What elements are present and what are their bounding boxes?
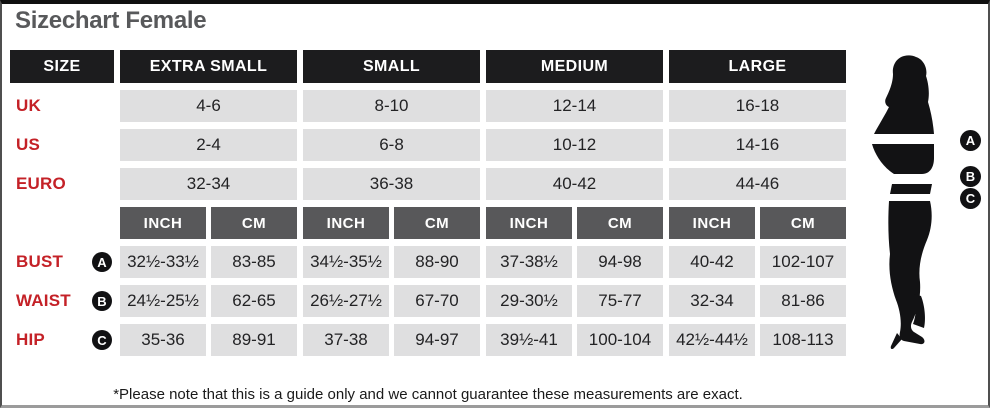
female-silhouette-icon xyxy=(872,55,934,350)
unit-header-m-inch: INCH xyxy=(486,207,572,239)
unit-header-s-cm: CM xyxy=(394,207,480,239)
column-header-extra-small: EXTRA SMALL xyxy=(120,50,297,83)
bust-s-inch: 34½-35½ xyxy=(303,246,389,278)
size-table: SIZE EXTRA SMALL SMALL MEDIUM LARGE UK 4… xyxy=(10,50,846,363)
bust-label: BUST xyxy=(16,252,64,271)
us-small: 6-8 xyxy=(303,129,480,161)
hip-s-inch: 37-38 xyxy=(303,324,389,356)
hip-m-cm: 100-104 xyxy=(577,324,663,356)
hip-label: HIP xyxy=(16,330,45,349)
figure-marker-b-icon: B xyxy=(960,166,981,187)
euro-large: 44-46 xyxy=(669,168,846,200)
unit-header-xs-inch: INCH xyxy=(120,207,206,239)
hip-l-cm: 108-113 xyxy=(760,324,846,356)
hip-xs-cm: 89-91 xyxy=(211,324,297,356)
table-row-bust: BUST A 32½-33½ 83-85 34½-35½ 88-90 37-38… xyxy=(10,246,846,278)
waist-xs-inch: 24½-25½ xyxy=(120,285,206,317)
unit-header-xs-cm: CM xyxy=(211,207,297,239)
marker-c-icon: C xyxy=(92,330,112,350)
table-row-hip: HIP C 35-36 89-91 37-38 94-97 39½-41 100… xyxy=(10,324,846,356)
unit-header-m-cm: CM xyxy=(577,207,663,239)
column-header-size: SIZE xyxy=(10,50,114,83)
marker-a-icon: A xyxy=(92,252,112,272)
us-large: 14-16 xyxy=(669,129,846,161)
uk-extra-small: 4-6 xyxy=(120,90,297,122)
table-header-row: SIZE EXTRA SMALL SMALL MEDIUM LARGE xyxy=(10,50,846,83)
bust-l-cm: 102-107 xyxy=(760,246,846,278)
row-label-waist: WAIST B xyxy=(10,285,114,317)
bust-l-inch: 40-42 xyxy=(669,246,755,278)
hip-s-cm: 94-97 xyxy=(394,324,480,356)
table-row-uk: UK 4-6 8-10 12-14 16-18 xyxy=(10,90,846,122)
row-label-hip: HIP C xyxy=(10,324,114,356)
table-row-us: US 2-4 6-8 10-12 14-16 xyxy=(10,129,846,161)
euro-medium: 40-42 xyxy=(486,168,663,200)
unit-header-l-inch: INCH xyxy=(669,207,755,239)
hip-l-inch: 42½-44½ xyxy=(669,324,755,356)
us-medium: 10-12 xyxy=(486,129,663,161)
bust-s-cm: 88-90 xyxy=(394,246,480,278)
uk-small: 8-10 xyxy=(303,90,480,122)
page-title: Sizechart Female xyxy=(15,7,207,34)
unit-header-s-inch: INCH xyxy=(303,207,389,239)
euro-small: 36-38 xyxy=(303,168,480,200)
column-header-large: LARGE xyxy=(669,50,846,83)
figure-marker-a-icon: A xyxy=(960,130,981,151)
unit-header-l-cm: CM xyxy=(760,207,846,239)
unit-row-spacer xyxy=(10,207,114,239)
hip-m-inch: 39½-41 xyxy=(486,324,572,356)
waist-xs-cm: 62-65 xyxy=(211,285,297,317)
footnote: *Please note that this is a guide only a… xyxy=(113,386,743,403)
waist-l-inch: 32-34 xyxy=(669,285,755,317)
bust-m-inch: 37-38½ xyxy=(486,246,572,278)
us-extra-small: 2-4 xyxy=(120,129,297,161)
table-row-waist: WAIST B 24½-25½ 62-65 26½-27½ 67-70 29-3… xyxy=(10,285,846,317)
bust-m-cm: 94-98 xyxy=(577,246,663,278)
waist-s-inch: 26½-27½ xyxy=(303,285,389,317)
column-header-medium: MEDIUM xyxy=(486,50,663,83)
waist-label: WAIST xyxy=(16,291,71,310)
waist-m-cm: 75-77 xyxy=(577,285,663,317)
waist-l-cm: 81-86 xyxy=(760,285,846,317)
uk-large: 16-18 xyxy=(669,90,846,122)
bust-xs-cm: 83-85 xyxy=(211,246,297,278)
row-label-uk: UK xyxy=(16,96,41,115)
uk-medium: 12-14 xyxy=(486,90,663,122)
waist-s-cm: 67-70 xyxy=(394,285,480,317)
row-label-us: US xyxy=(16,135,41,154)
table-unit-header-row: INCH CM INCH CM INCH CM INCH CM xyxy=(10,207,846,239)
hip-xs-inch: 35-36 xyxy=(120,324,206,356)
bust-xs-inch: 32½-33½ xyxy=(120,246,206,278)
column-header-small: SMALL xyxy=(303,50,480,83)
table-row-euro: EURO 32-34 36-38 40-42 44-46 xyxy=(10,168,846,200)
waist-m-inch: 29-30½ xyxy=(486,285,572,317)
euro-extra-small: 32-34 xyxy=(120,168,297,200)
row-label-bust: BUST A xyxy=(10,246,114,278)
marker-b-icon: B xyxy=(92,291,112,311)
figure-marker-c-icon: C xyxy=(960,188,981,209)
row-label-euro: EURO xyxy=(16,174,66,193)
